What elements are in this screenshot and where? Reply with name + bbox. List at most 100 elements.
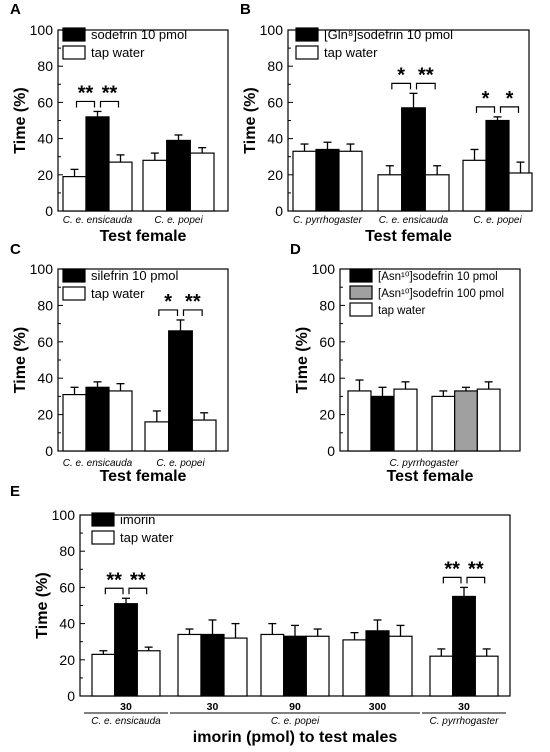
significance-mark: * [482,88,490,110]
significance-mark: ** [106,569,122,591]
bar-control [424,174,450,212]
y-tick-label: 40 [267,131,283,147]
legend-swatch-high_dose [349,285,373,300]
significance-mark: ** [102,82,118,104]
legend-label: [Asn¹⁰]sodefrin 10 pmol [378,271,498,283]
y-tick-label: 80 [319,297,335,313]
significance-mark: * [397,64,405,86]
significance-bracket [391,82,412,90]
significance-bracket [499,106,520,113]
legend-swatch-control [62,45,86,60]
bar-control [260,633,285,697]
bar-test [85,386,110,452]
significance-mark: ** [444,558,460,580]
species-label: C. e. ensicauda [91,716,161,727]
y-tick-label: 60 [59,579,75,595]
legend-swatch-test [295,27,319,42]
bar-control [223,637,248,697]
bar-control [462,159,487,212]
group-label: C. pyrrhogaster [293,215,363,226]
bar-test [200,633,225,697]
panel-letter: C [10,241,21,258]
bar-control [393,388,418,452]
y-tick-label: 20 [37,407,53,423]
group-label: C. e. ensicauda [379,215,449,226]
y-tick-label: 100 [312,261,336,277]
y-tick-label: 20 [37,167,53,183]
y-tick-label: 0 [45,203,53,219]
group-label: C. e. popei [156,458,205,469]
bar-control [62,176,87,212]
significance-mark: * [164,291,172,313]
panel-a: A 0 20 40 60 80 100 Time (%) ** ** C. e. ensicauda… [10,1,229,245]
y-tick-label: 100 [52,507,76,523]
bar-control [476,388,501,452]
significance-bracket [182,309,203,316]
legend-swatch-control [349,302,373,317]
bar-control [144,421,170,452]
bar-test [166,139,191,212]
y-tick-label: 40 [59,616,75,632]
significance-bracket [415,82,436,90]
y-tick-label: 0 [275,203,283,219]
bar-control [292,150,317,212]
group-label: C. pyrrhogaster [390,458,460,469]
bar-test [315,148,340,212]
legend-label: tap water [91,286,145,301]
bar-test [370,395,395,452]
legend-swatch-test [62,27,86,42]
bar-control [429,655,454,697]
bar-test [452,595,476,697]
y-tick-label: 80 [59,543,75,559]
bar-test [485,119,510,212]
significance-mark: ** [130,569,146,591]
y-tick-label: 60 [37,334,53,350]
significance-mark: * [506,88,514,110]
y-axis-label: Time (%) [34,572,51,638]
y-tick-label: 80 [37,297,53,313]
panel-letter: A [10,1,21,18]
group-label: C. e. ensicauda [63,458,133,469]
species-label: C. pyrrhogaster [430,716,500,727]
y-tick-label: 60 [37,94,53,110]
legend-swatch-test [62,268,86,283]
bar-control [431,395,456,452]
y-axis-label: Time (%) [242,87,259,153]
significance-bracket [75,100,96,108]
group-label: 30 [207,701,219,713]
bar-control [305,635,330,697]
bar-test [283,635,307,697]
bar-control [508,172,533,212]
legend-swatch-test [349,268,373,283]
bar-test [168,330,193,452]
bar-control [377,174,403,212]
y-tick-label: 20 [59,652,75,668]
bar-control [108,161,133,212]
legend-label: tap water [120,530,174,545]
bar-control [342,639,367,697]
y-tick-label: 0 [67,688,75,704]
bar-control [142,159,168,212]
legend-label: [Gln⁸]sodefrin 10 pmol [324,27,453,42]
legend-swatch-control [295,45,319,60]
y-tick-label: 60 [267,94,283,110]
y-tick-label: 40 [37,370,53,386]
y-tick-label: 100 [30,261,54,277]
y-axis-label: Time (%) [12,327,29,393]
bar-control [338,150,363,212]
group-label: 30 [458,701,470,713]
y-tick-label: 20 [267,167,283,183]
panel-letter: D [290,241,301,258]
group-label: 300 [369,701,387,713]
significance-mark: ** [468,558,484,580]
y-tick-label: 40 [37,131,53,147]
bar-test [365,630,390,697]
significance-mark: ** [185,291,201,313]
significance-mark: ** [78,82,94,104]
significance-bracket [475,106,496,113]
significance-bracket [99,100,120,108]
bar-control [62,393,87,452]
y-tick-label: 0 [45,443,53,459]
